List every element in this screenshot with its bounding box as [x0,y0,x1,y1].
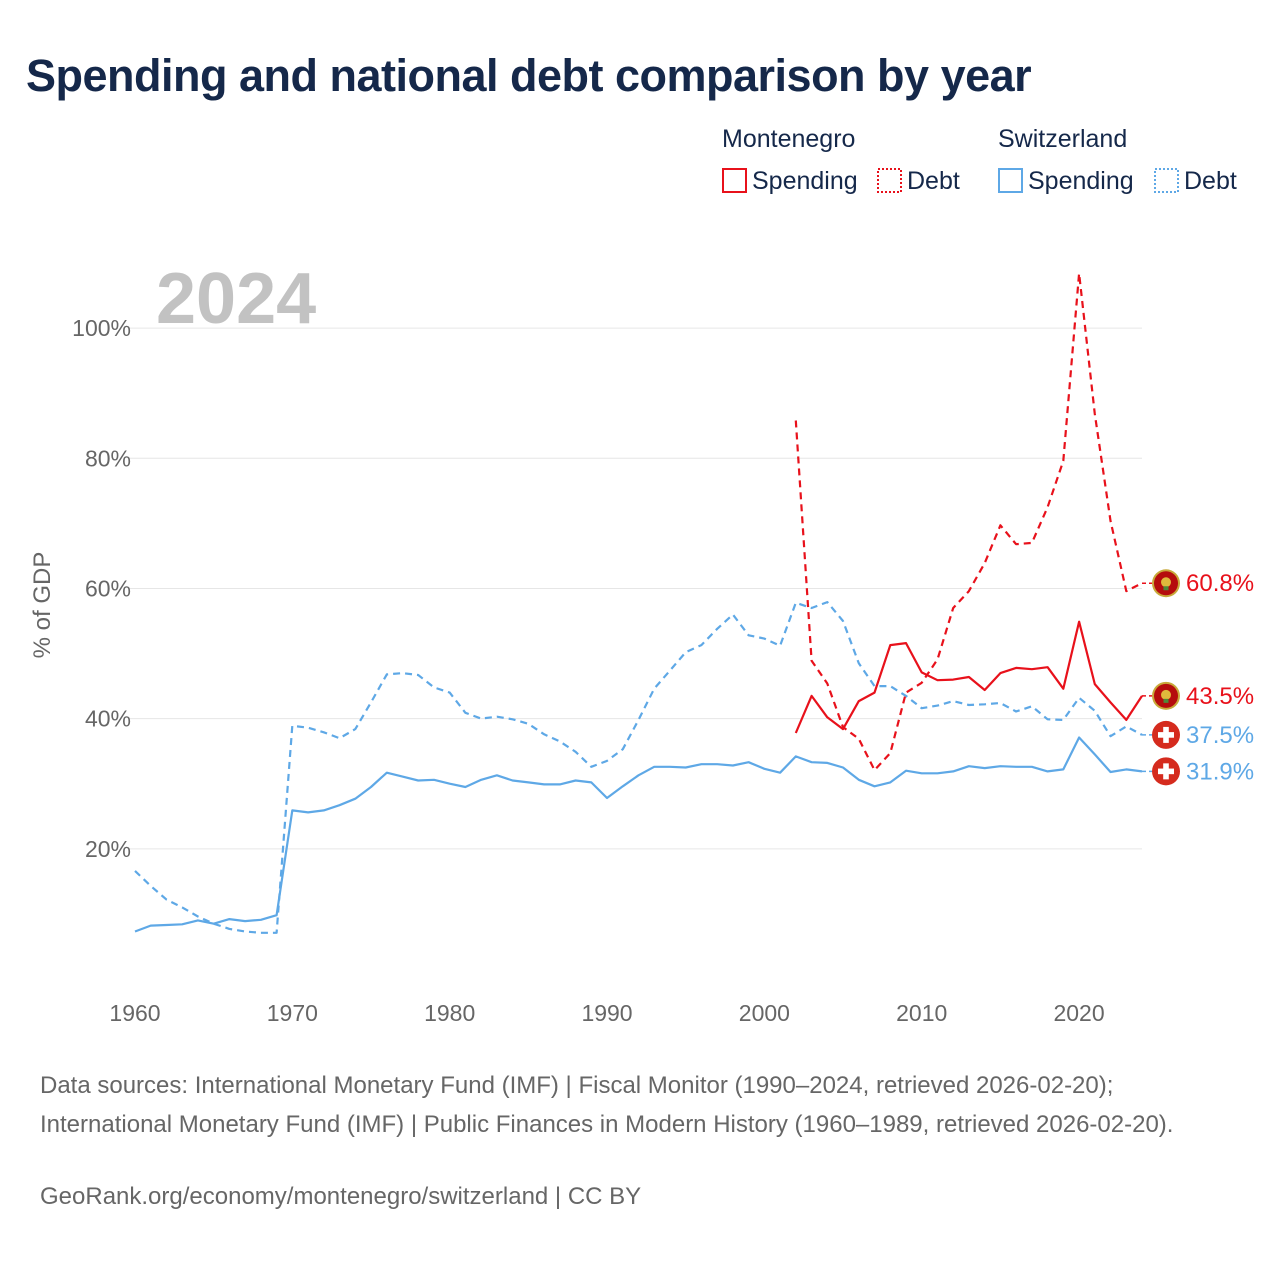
flag-emblem-base [1163,586,1169,591]
flag-cross-horizontal [1158,732,1174,738]
flag-cross-horizontal [1158,768,1174,775]
legend-swatch-switzerland-debt [1154,168,1179,193]
y-tick-label: 60% [85,575,131,601]
y-tick-label: 80% [85,445,131,471]
flag-marker-switzerland [1152,720,1180,749]
legend-label-switzerland-spending[interactable]: Spending [1028,167,1134,195]
flag-marker-montenegro [1152,569,1180,598]
series-line-montenegro-spending [794,620,1143,734]
legend-label-switzerland-debt[interactable]: Debt [1184,167,1237,195]
legend-swatch-montenegro-spending [722,168,747,193]
flag-emblem [1161,689,1171,700]
legend-group-montenegro: Montenegro [722,125,855,153]
chart-title: Spending and national debt comparison by… [26,50,1032,101]
end-markers: 31.9% 37.5% 43.5% 60.8% [1142,569,1254,786]
flag-emblem-base [1163,698,1169,703]
legend-label-montenegro-debt[interactable]: Debt [907,167,960,195]
series-lines [134,272,1143,934]
end-value-label: 37.5% [1186,722,1254,749]
x-tick-label: 2000 [739,1000,790,1026]
x-tick-label: 1990 [581,1000,632,1026]
series-line-switzerland-spending [134,736,1143,933]
series-line-switzerland-debt [134,600,1143,934]
y-tick-label: 20% [85,836,131,862]
y-axis-ticks: 20% 40% 60% 80% 100% [72,315,131,862]
x-tick-label: 1980 [424,1000,475,1026]
x-axis-ticks: 1960 1970 1980 1990 2000 2010 2020 [109,1000,1104,1026]
legend-swatch-montenegro-debt [877,168,902,193]
y-tick-label: 100% [72,315,131,341]
legend-group-switzerland: Switzerland [998,125,1127,153]
legend-label-montenegro-spending[interactable]: Spending [752,167,858,195]
x-tick-label: 2010 [896,1000,947,1026]
x-tick-label: 2020 [1053,1000,1104,1026]
legend-swatch-switzerland-spending [998,168,1023,193]
x-tick-label: 1970 [267,1000,318,1026]
end-value-label: 43.5% [1186,683,1254,710]
series-line-montenegro-debt [794,272,1143,772]
attribution-link[interactable]: GeoRank.org/economy/montenegro/switzerla… [40,1183,642,1210]
flag-emblem [1161,577,1171,588]
y-tick-label: 40% [85,706,131,732]
x-tick-label: 1960 [109,1000,160,1026]
flag-marker-montenegro [1152,681,1180,710]
legend: Montenegro Switzerland Spending Debt Spe… [722,125,1237,195]
year-label: 2024 [156,259,316,339]
data-sources: Data sources: International Monetary Fun… [40,1072,1174,1138]
gridlines [128,327,1142,850]
line-chart: Montenegro Switzerland Spending Debt Spe… [29,125,1254,1026]
end-value-label: 60.8% [1186,570,1254,597]
y-axis-title: % of GDP [29,552,56,659]
end-value-label: 31.9% [1186,758,1254,785]
flag-marker-switzerland [1152,757,1180,786]
